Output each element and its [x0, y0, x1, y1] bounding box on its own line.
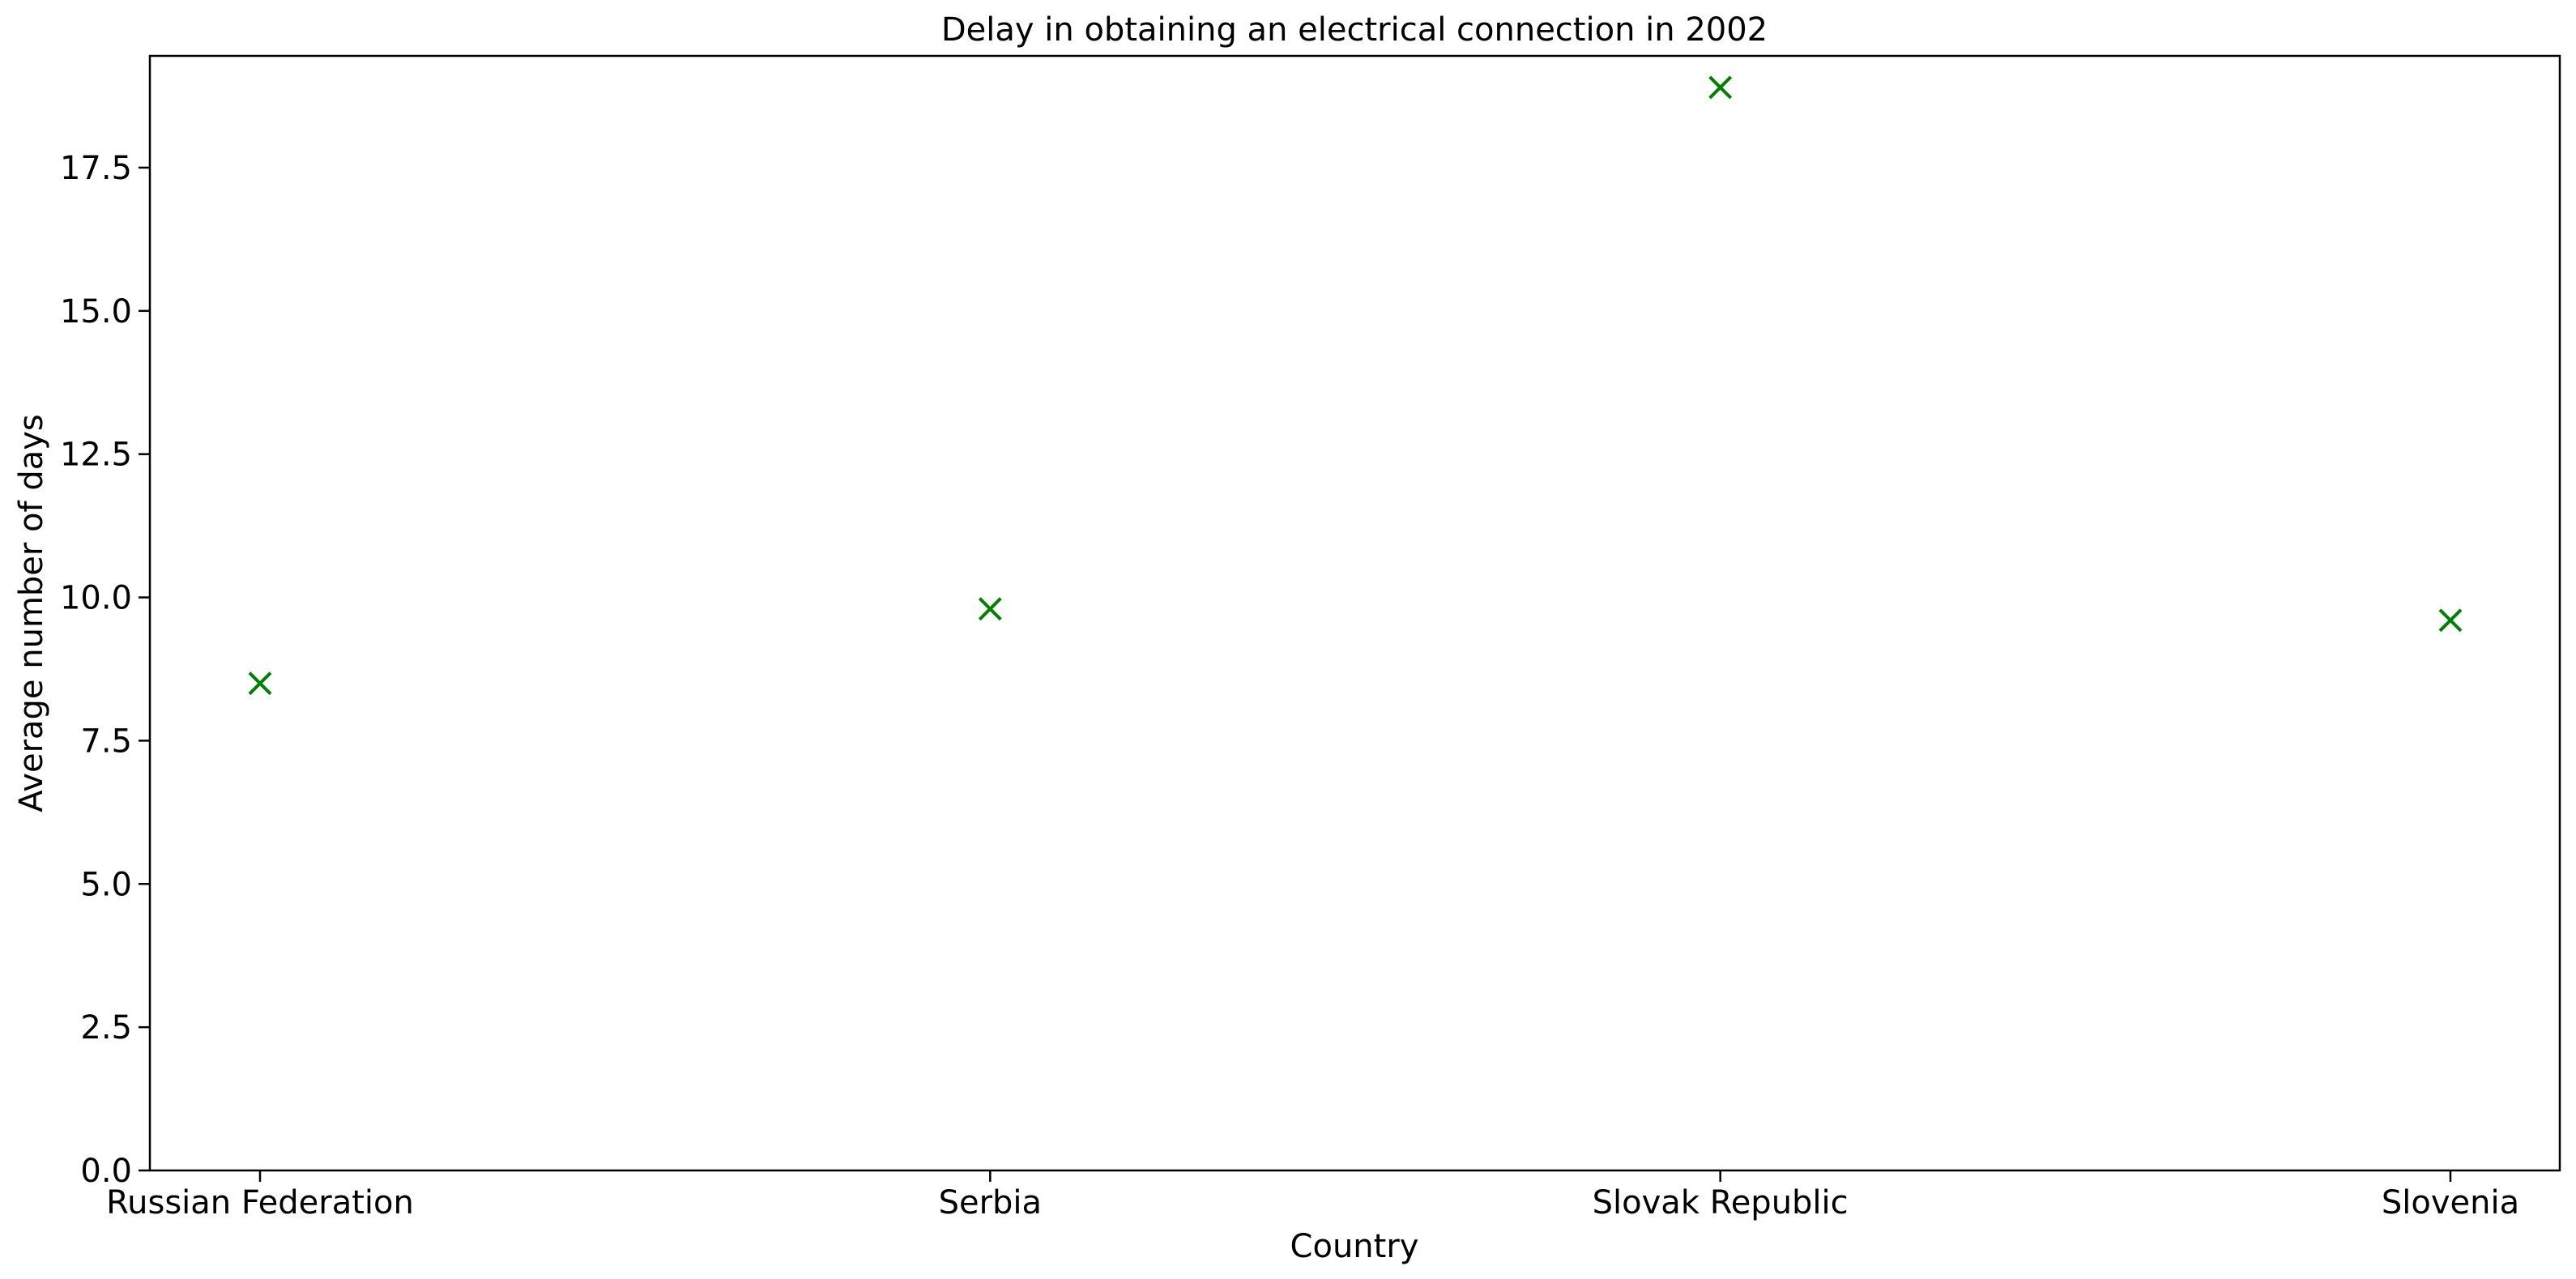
x-tick-label: Russian Federation: [106, 1184, 414, 1221]
data-point: [978, 597, 1002, 621]
data-point: [1708, 75, 1733, 100]
x-tick-label: Slovenia: [2382, 1184, 2519, 1221]
y-tick-label: 0.0: [80, 1153, 132, 1190]
y-tick-label: 2.5: [80, 1009, 132, 1047]
y-tick-label: 15.0: [60, 293, 132, 330]
y-tick-label: 7.5: [80, 723, 132, 760]
data-point: [2438, 608, 2463, 633]
data-series: [248, 75, 2463, 696]
x-tick-label: Serbia: [939, 1184, 1042, 1221]
y-tick-label: 12.5: [60, 437, 132, 474]
x-axis: Russian Federation Serbia Slovak Republic S…: [106, 1170, 2519, 1221]
x-tick-label: Slovak Republic: [1593, 1184, 1849, 1221]
x-axis-label: Country: [1290, 1228, 1419, 1265]
chart-title: Delay in obtaining an electrical connect…: [941, 11, 1768, 49]
data-point: [248, 671, 272, 696]
y-axis: 0.0 2.5 5.0 7.5 10.0 12.5 15.0 17.5: [60, 150, 150, 1190]
y-tick-label: 17.5: [60, 150, 132, 187]
y-tick-label: 5.0: [80, 866, 132, 903]
y-tick-label: 10.0: [60, 580, 132, 617]
y-axis-label: Average number of days: [13, 414, 50, 812]
plot-area: [148, 54, 2561, 1172]
